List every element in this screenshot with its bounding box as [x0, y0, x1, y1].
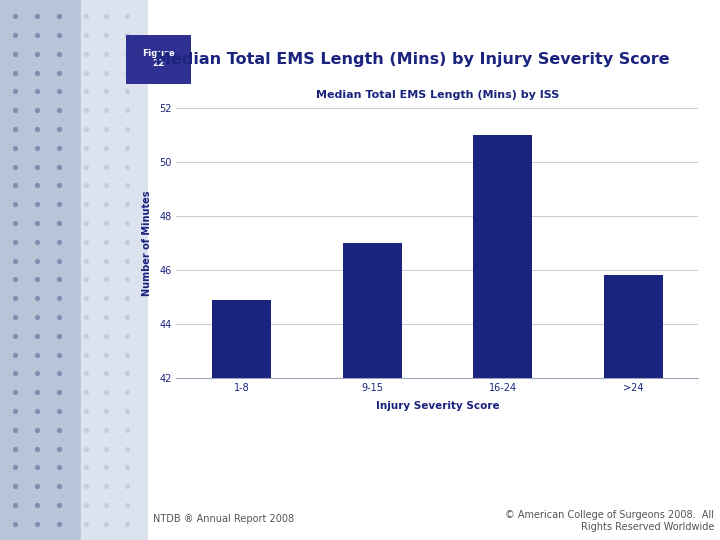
Bar	[212, 300, 271, 540]
Text: Median Total EMS Length (Mins) by Injury Severity Score: Median Total EMS Length (Mins) by Injury…	[155, 52, 670, 67]
Bar	[81, 0, 148, 540]
Y-axis label: Number of Minutes: Number of Minutes	[142, 190, 152, 296]
FancyBboxPatch shape	[124, 33, 193, 85]
Text: Figure
22: Figure 22	[142, 49, 175, 68]
Title: Median Total EMS Length (Mins) by ISS: Median Total EMS Length (Mins) by ISS	[316, 90, 559, 100]
Bar	[0, 0, 81, 540]
Bar	[604, 275, 662, 540]
Bar	[343, 243, 402, 540]
Text: NTDB ® Annual Report 2008: NTDB ® Annual Report 2008	[153, 514, 294, 524]
Bar	[473, 135, 532, 540]
Text: © American College of Surgeons 2008.  All
Rights Reserved Worldwide: © American College of Surgeons 2008. All…	[505, 510, 714, 532]
X-axis label: Injury Severity Score: Injury Severity Score	[376, 401, 499, 411]
